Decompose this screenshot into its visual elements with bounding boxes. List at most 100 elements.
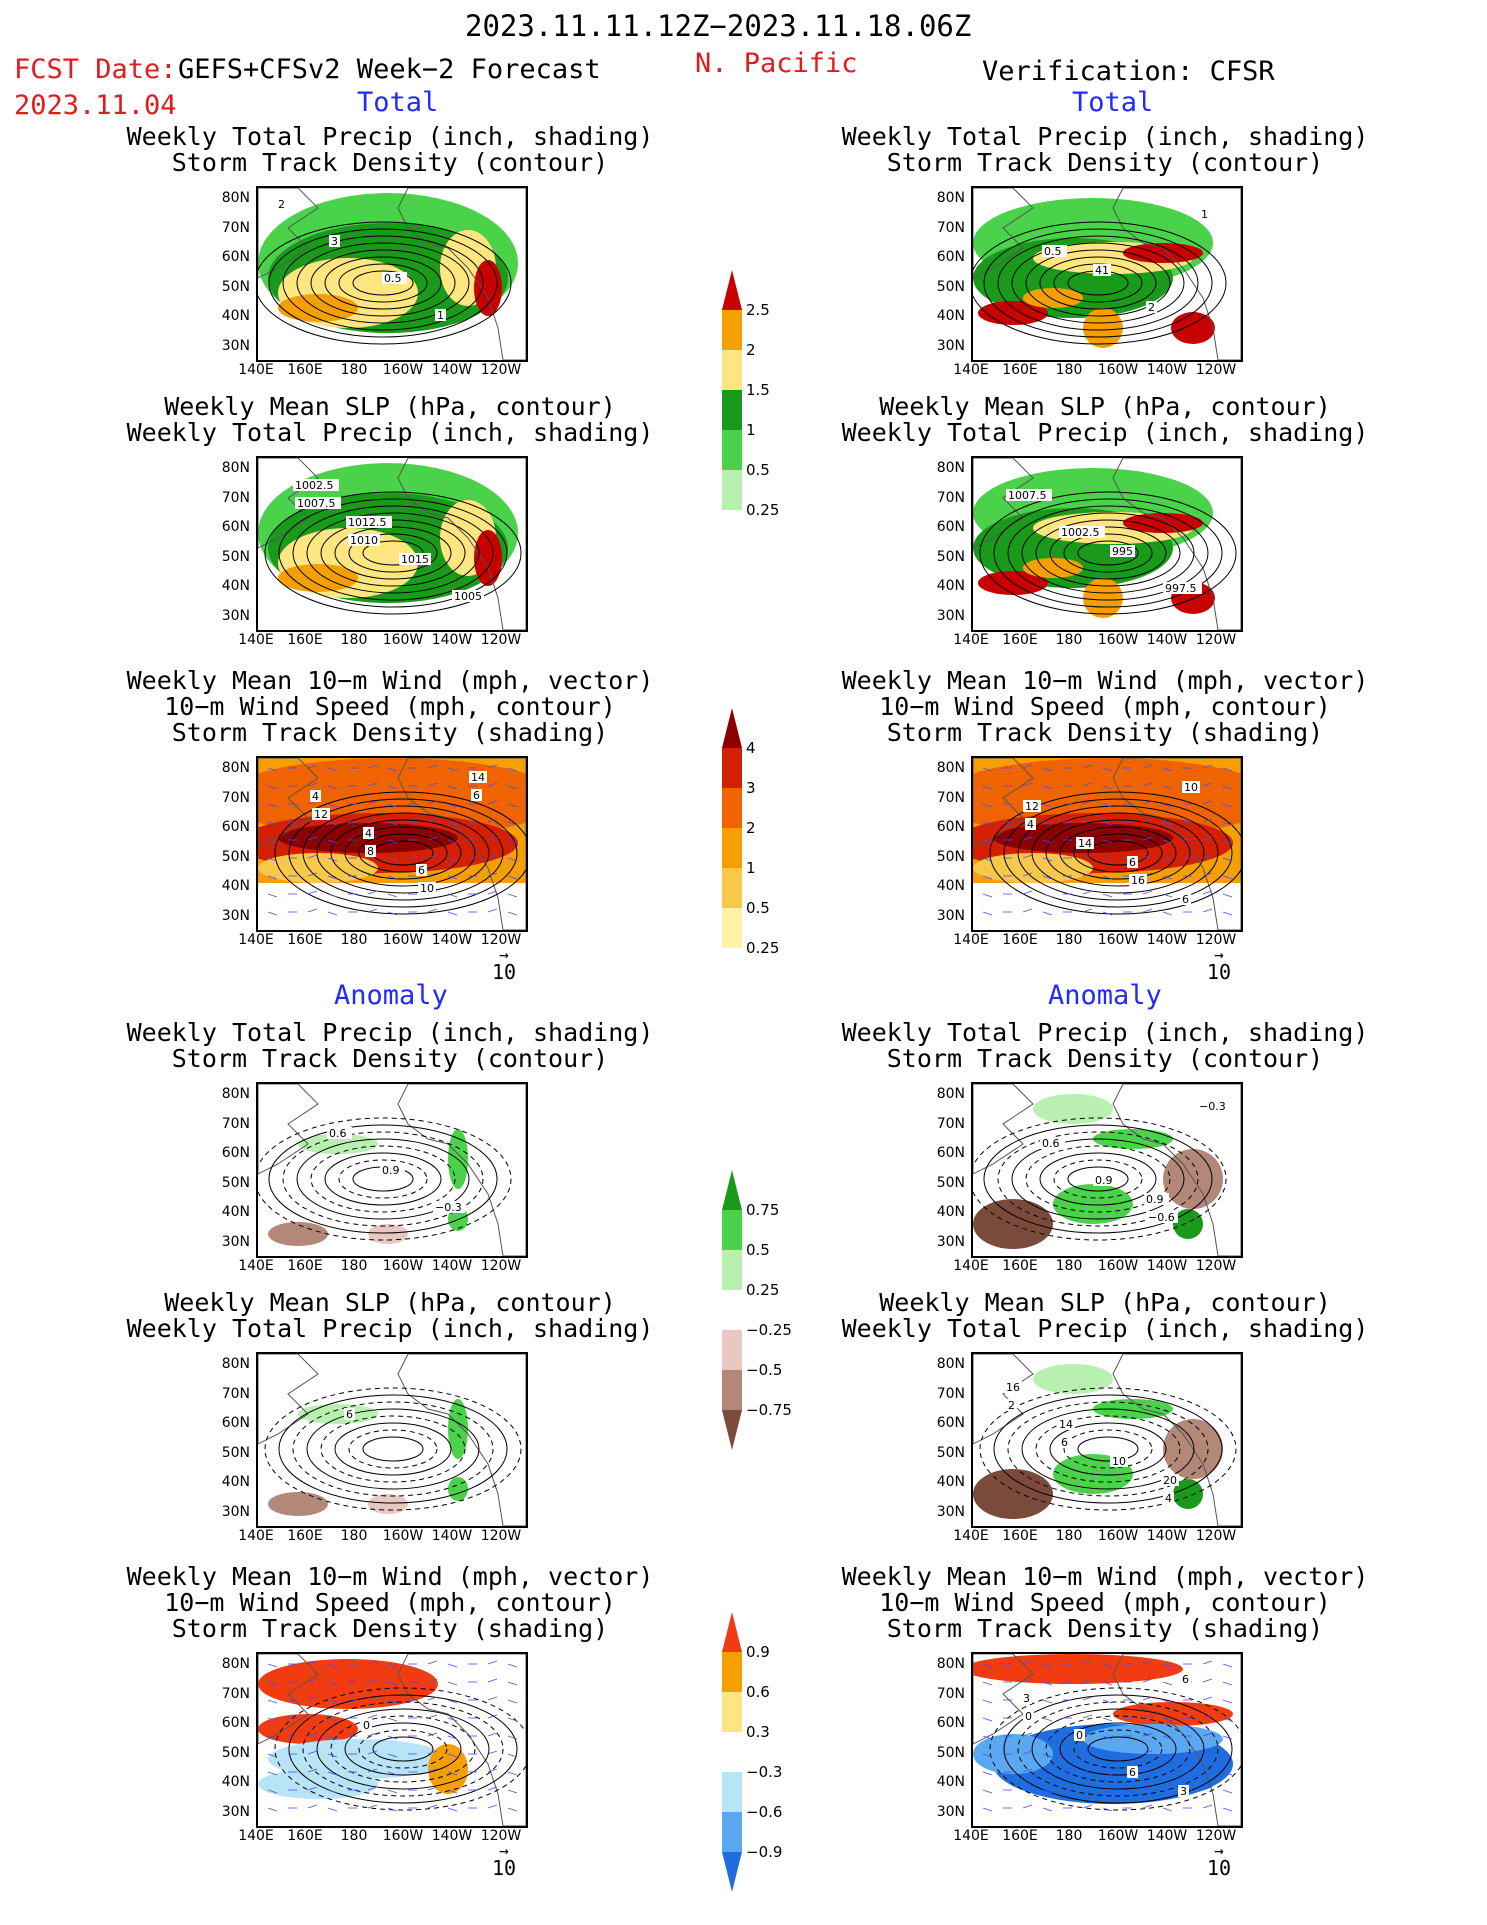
colorbar-segment (722, 470, 742, 510)
vector-reference: → 10 (1206, 1841, 1232, 1881)
wind-vector (387, 821, 398, 826)
lat-label: 70N (936, 789, 965, 806)
wind-vector (982, 1699, 993, 1704)
contour-line (292, 505, 494, 601)
lon-label: 140E (953, 362, 989, 378)
wind-vector (1222, 1735, 1233, 1740)
contour-line (338, 263, 428, 303)
wind-vector (1022, 872, 1033, 877)
wind-vector (447, 1735, 458, 1740)
shading-layer (973, 1084, 1241, 1256)
contour-label: 2 (1008, 1399, 1015, 1412)
shading-layer (973, 1354, 1241, 1526)
panel-title: Weekly Total Precip (inch, shading) Stor… (126, 122, 654, 177)
wind-vector (387, 893, 398, 898)
colorbar-storm_total: 4 3 2 1 0.5 0.25 (722, 708, 779, 957)
wind-vector (1222, 1789, 1233, 1794)
contour-label: 8 (367, 845, 374, 858)
contour-label: 14 (1059, 1418, 1073, 1431)
colorbar-segment (722, 350, 742, 390)
lat-label: 60N (936, 519, 965, 535)
contour-line (1003, 1694, 1233, 1804)
colorbar-tick: 2 (746, 341, 756, 359)
wind-vector (307, 836, 318, 841)
wind-vector (427, 1696, 438, 1701)
wind-vector (387, 1789, 398, 1794)
lat-label: 40N (221, 578, 250, 594)
contour-label: −0.3 (1199, 1100, 1226, 1113)
contour-label-bg (469, 771, 487, 783)
lon-label: 180 (340, 1828, 368, 1844)
coastline (973, 1084, 1034, 1175)
wind-vector (507, 821, 518, 826)
lon-label: 160W (382, 1258, 424, 1274)
wind-vector (447, 1699, 458, 1704)
lon-label: 140E (238, 632, 274, 648)
wind-vector (387, 1753, 398, 1758)
lon-label: 140E (953, 932, 989, 948)
wind-vector (1162, 785, 1173, 790)
wind-vector (307, 1660, 318, 1665)
lat-label: 30N (936, 1503, 965, 1520)
panel-title: Weekly Mean 10−m Wind (mph, vector) 10−m… (126, 1562, 654, 1643)
contour-label-bg (1093, 264, 1111, 276)
wind-vector (487, 1750, 498, 1755)
wind-vector (487, 1678, 498, 1683)
lon-label: 120W (1195, 1258, 1237, 1274)
wind-vector (447, 1717, 458, 1722)
lon-label: 120W (1195, 1528, 1237, 1544)
land-layer (258, 758, 526, 930)
lon-label: 180 (1055, 632, 1083, 648)
lat-label: 40N (221, 878, 250, 894)
colorbar-storm_anom: 0.9 0.6 0.3 −0.3 −0.6 −0.9 (722, 1612, 782, 1896)
wind-vector (447, 911, 458, 916)
wind-vector (307, 1696, 318, 1701)
wind-vector (507, 1807, 518, 1812)
wind-vector (327, 1771, 338, 1776)
wind-vector (982, 911, 993, 916)
wind-vector (1042, 875, 1053, 880)
coastline (973, 458, 1034, 549)
wind-vector (367, 800, 378, 805)
wind-vector (1022, 1768, 1033, 1773)
contour-line (316, 1708, 490, 1790)
wind-vector (1102, 1663, 1113, 1668)
wind-vector (1142, 818, 1153, 823)
wind-vector (1222, 839, 1233, 844)
wind-vector (267, 1753, 278, 1758)
lon-label: 140E (953, 1828, 989, 1844)
lat-label: 40N (221, 308, 250, 324)
wind-vector (1162, 857, 1173, 862)
wind-vector (427, 836, 438, 841)
wind-vector (1202, 1732, 1213, 1737)
colorbar-svg (722, 708, 742, 948)
contour-label-bg (1178, 1785, 1189, 1797)
wind-vector (982, 1717, 993, 1722)
colorbar-cap (722, 270, 742, 310)
lon-label: 140W (1146, 1528, 1188, 1544)
lon-label: 180 (1055, 1258, 1083, 1274)
wind-vector (327, 839, 338, 844)
contour-label-bg (433, 1201, 465, 1213)
wind-vector (487, 1714, 498, 1719)
lat-label: 50N (936, 548, 965, 565)
wind-vector (1202, 1696, 1213, 1701)
coastline (258, 758, 319, 849)
wind-vector (447, 1663, 458, 1668)
wind-vector (447, 1807, 458, 1812)
lon-label: 160E (1002, 362, 1038, 378)
wind-vector (982, 1663, 993, 1668)
wind-vector (1102, 839, 1113, 844)
wind-vector (267, 1771, 278, 1776)
lon-label: 120W (480, 1828, 522, 1844)
vector-reference: → 10 (491, 945, 517, 985)
contour-label-bg (380, 1164, 405, 1176)
colorbar-segment (722, 828, 742, 868)
wind-vector (447, 821, 458, 826)
lat-label: 80N (221, 1086, 250, 1102)
lon-label: 140E (238, 1528, 274, 1544)
lat-label: 70N (221, 489, 250, 506)
wind-vector (1142, 800, 1153, 805)
wind-vector (307, 1732, 318, 1737)
contour-layer (264, 1387, 522, 1511)
